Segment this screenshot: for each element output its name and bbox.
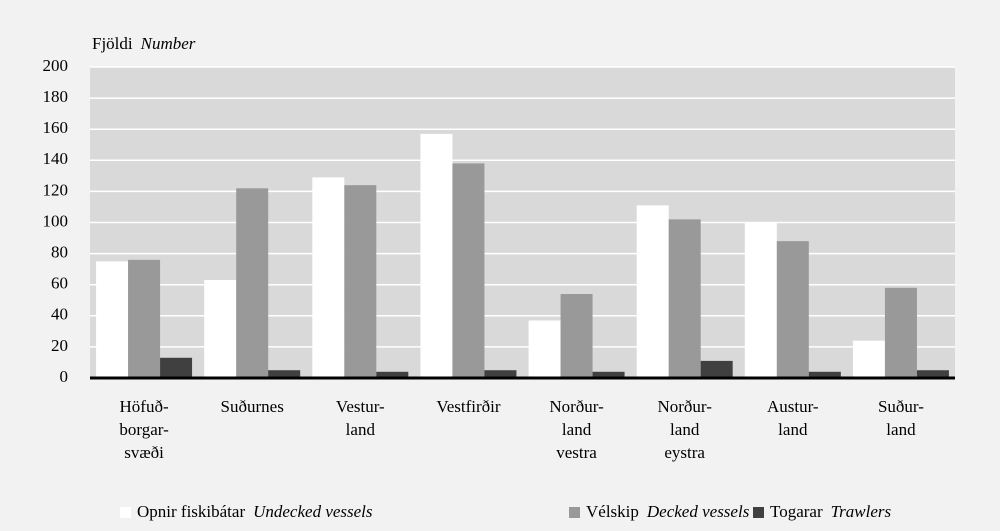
x-tick-label: Austur- xyxy=(767,397,819,416)
legend-swatch xyxy=(569,507,580,518)
legend-name-en: Decked vessels xyxy=(646,502,750,521)
y-label: Fjöldi xyxy=(92,34,133,53)
bar xyxy=(344,185,377,378)
x-tick-label: borgar- xyxy=(119,420,169,439)
y-tick-label: 100 xyxy=(43,211,69,230)
bar xyxy=(484,370,517,378)
legend-name-en: Undecked vessels xyxy=(253,502,373,521)
y-label-en: Number xyxy=(140,34,196,53)
x-tick-label: Suðurnes xyxy=(221,397,284,416)
y-tick-label: 20 xyxy=(51,336,68,355)
x-tick-label: land xyxy=(886,420,916,439)
y-tick-label: 80 xyxy=(51,243,68,262)
x-tick-label: svæði xyxy=(124,443,164,462)
bar xyxy=(160,357,193,378)
legend-name-en: Trawlers xyxy=(831,502,892,521)
bar xyxy=(636,205,669,378)
legend-entry: Vélskip Decked vessels xyxy=(586,502,750,521)
bar xyxy=(376,371,409,378)
y-tick-label: 60 xyxy=(51,274,68,293)
bar xyxy=(852,340,885,378)
legend-swatch xyxy=(120,507,131,518)
legend-name: Opnir fiskibátar xyxy=(137,502,245,521)
bar xyxy=(884,287,917,378)
x-tick-label: land xyxy=(670,420,700,439)
bar xyxy=(776,241,809,378)
bar xyxy=(916,370,949,378)
bar xyxy=(700,360,733,378)
y-tick-label: 180 xyxy=(43,87,69,106)
bar xyxy=(96,261,129,378)
legend-swatch xyxy=(753,507,764,518)
x-tick-label: land xyxy=(346,420,376,439)
bar xyxy=(808,371,841,378)
y-tick-label: 40 xyxy=(51,305,68,324)
x-tick-label: Vestur- xyxy=(336,397,385,416)
bar xyxy=(668,219,701,378)
bar xyxy=(528,320,561,378)
x-tick-label: Höfuð- xyxy=(120,397,169,416)
x-tick-label: eystra xyxy=(664,443,705,462)
y-tick-label: 140 xyxy=(43,149,69,168)
y-axis-label: Fjöldi Number xyxy=(92,34,196,53)
x-tick-label: Vestfirðir xyxy=(436,397,501,416)
bar xyxy=(420,133,453,378)
legend-name: Togarar xyxy=(770,502,823,521)
legend-name: Vélskip xyxy=(586,502,639,521)
x-tick-label: Norður- xyxy=(549,397,604,416)
x-tick-label: Suður- xyxy=(878,397,924,416)
bar xyxy=(592,371,625,378)
bar xyxy=(204,280,237,378)
y-tick-label: 160 xyxy=(43,118,69,137)
x-tick-label: vestra xyxy=(556,443,597,462)
x-tick-label: land xyxy=(562,420,592,439)
x-tick-label: Norður- xyxy=(657,397,712,416)
y-tick-label: 0 xyxy=(60,367,69,386)
legend-entry: Opnir fiskibátar Undecked vessels xyxy=(137,502,373,521)
legend-entry: Togarar Trawlers xyxy=(770,502,891,521)
bar xyxy=(560,294,593,378)
bar xyxy=(452,163,485,378)
bar xyxy=(268,370,301,378)
x-tick-label: land xyxy=(778,420,808,439)
bar xyxy=(312,177,345,378)
y-tick-label: 120 xyxy=(43,180,69,199)
bar xyxy=(128,259,161,378)
y-tick-label: 200 xyxy=(43,56,69,75)
bar xyxy=(236,188,269,378)
bar xyxy=(744,222,777,378)
